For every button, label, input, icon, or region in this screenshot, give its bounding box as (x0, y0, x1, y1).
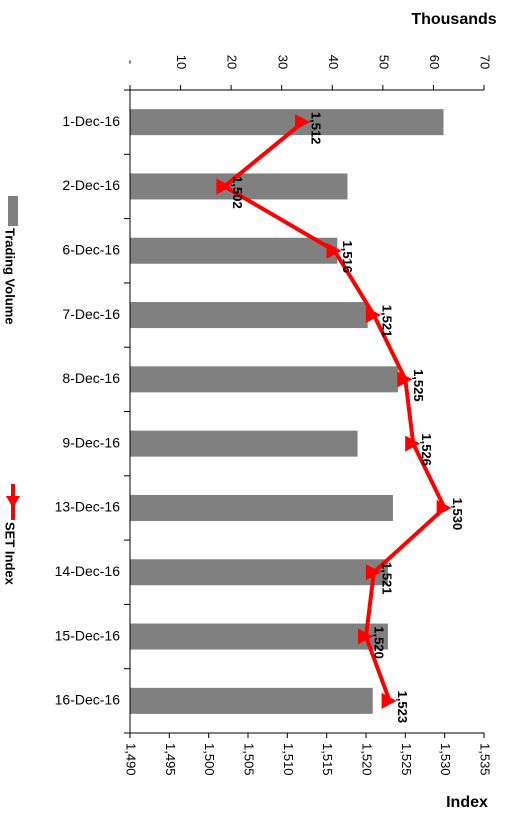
legend-swatch-set-index-marker (6, 496, 20, 508)
set-index-marker (365, 564, 381, 581)
index-axis: 1,490 1,495 1,500 1,505 1,510 1,515 1,520 1,525… (124, 732, 493, 776)
volume-tick-label: 70 (478, 55, 493, 69)
category-label: 8-Dec-16 (62, 370, 120, 386)
volume-bar (130, 687, 373, 714)
set-index-data-label: 1,516 (340, 240, 355, 273)
volume-bar (130, 109, 444, 136)
index-tick-label: 1,505 (242, 743, 257, 776)
set-index-marker (358, 628, 373, 645)
volume-axis: - 10 20 30 40 50 60 70 (124, 55, 493, 91)
index-tick-label: 1,510 (281, 743, 296, 776)
set-index-marker (405, 435, 421, 452)
volume-bar (130, 494, 393, 521)
set-index-data-label: 1,530 (450, 498, 465, 531)
category-label: 16-Dec-16 (55, 692, 121, 708)
set-index-data-label: 1,520 (372, 626, 387, 659)
volume-bar (130, 559, 388, 586)
volume-bar (130, 430, 358, 457)
index-tick-label: 1,495 (163, 743, 178, 776)
set-index-data-label: 1,526 (419, 433, 434, 466)
volume-tick-label: 60 (427, 55, 442, 69)
volume-bar (130, 366, 399, 393)
legend-label-set-index: SET Index (3, 522, 18, 586)
set-index-marker (295, 114, 311, 131)
set-index-marker (216, 178, 232, 195)
volume-bar (130, 302, 368, 329)
set-index-marker (365, 307, 381, 324)
set-index-data-label: 1,521 (379, 562, 394, 595)
set-index-marker (326, 242, 342, 259)
volume-bar (130, 623, 388, 650)
volume-axis-title: Thousands (411, 11, 496, 28)
category-label: 2-Dec-16 (62, 177, 120, 193)
index-tick-label: 1,525 (399, 743, 414, 776)
set-index-data-label: 1,521 (379, 305, 394, 338)
category-label: 1-Dec-16 (62, 113, 120, 129)
set-index-data-label: 1,502 (230, 176, 245, 209)
index-tick-label: 1,515 (320, 743, 335, 776)
legend-label-trading-volume: Trading Volume (3, 228, 18, 325)
index-tick-label: 1,520 (360, 743, 375, 776)
volume-tick-label: - (124, 60, 139, 64)
legend: Trading Volume SET Index (3, 196, 20, 586)
set-index-data-label: 1,523 (395, 691, 410, 724)
category-label: 15-Dec-16 (55, 627, 121, 643)
index-tick-label: 1,490 (124, 743, 139, 776)
plot-area: 1,512 1,502 1,516 1,521 1,525 1,526 1,530 1,521… (130, 109, 465, 723)
index-tick-label: 1,500 (202, 743, 217, 776)
volume-tick-label: 40 (326, 55, 341, 69)
index-axis-title: Index (446, 794, 488, 811)
category-label: 9-Dec-16 (62, 434, 120, 450)
category-label: 13-Dec-16 (55, 499, 121, 515)
index-tick-label: 1,535 (478, 743, 493, 776)
set-index-data-label: 1,512 (309, 112, 324, 145)
volume-tick-label: 30 (275, 55, 290, 69)
category-label: 7-Dec-16 (62, 306, 120, 322)
volume-tick-label: 20 (225, 55, 240, 69)
category-label: 14-Dec-16 (55, 563, 121, 579)
set-index-marker (381, 692, 397, 709)
set-index-marker (436, 499, 452, 516)
volume-tick-label: 10 (174, 55, 189, 69)
set-index-line (222, 120, 447, 702)
volume-tick-label: 50 (376, 55, 391, 69)
set-index-marker (397, 371, 413, 388)
volume-bar (130, 237, 338, 264)
category-label: 6-Dec-16 (62, 241, 120, 257)
category-axis: 1-Dec-16 2-Dec-16 6-Dec-16 7-Dec-16 8-Dec-16… (55, 89, 131, 734)
legend-swatch-trading-volume (8, 196, 18, 226)
set-index-data-label: 1,525 (411, 369, 426, 402)
index-tick-label: 1,530 (438, 743, 453, 776)
